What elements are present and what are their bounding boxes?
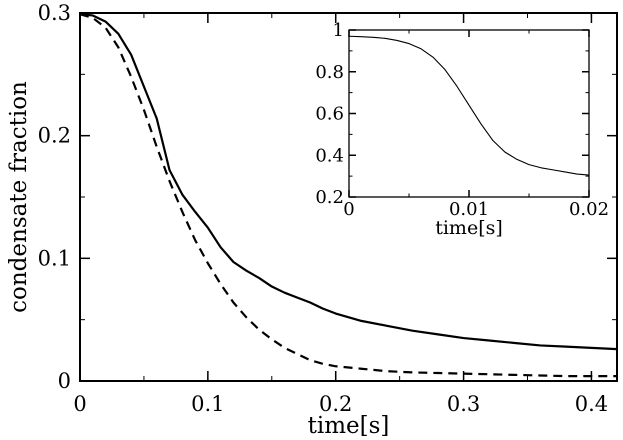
main-x-tick-label: 0.3 <box>447 392 480 416</box>
main-series-dashed-line-1 <box>79 13 617 378</box>
inset-x-axis-label: time[s] <box>435 217 503 239</box>
inset-y-tick-label: 0.6 <box>315 104 344 125</box>
main-series-solid-line-0 <box>79 13 618 351</box>
main-y-tick-label: 0.3 <box>38 1 71 25</box>
inset-plot: 0 0.01 0.02 0.2 0.4 0.6 0.8 1 time[s] <box>315 20 609 239</box>
main-x-tick-label: 0.4 <box>575 392 608 416</box>
inset-x-tick-label: 0 <box>343 199 354 220</box>
inset-series-solid-line-0 <box>348 35 590 176</box>
inset-y-tick-label: 0.2 <box>315 187 344 208</box>
inset-y-tick-label: 0.4 <box>315 145 344 166</box>
main-x-tick-label: 0 <box>73 392 86 416</box>
main-y-tick-label: 0.1 <box>38 246 71 270</box>
inset-y-tick-label: 0.8 <box>315 62 344 83</box>
main-x-tick-label: 0.1 <box>191 392 224 416</box>
inset-plot-frame <box>348 29 590 198</box>
inset-y-tick-label: 1 <box>333 20 344 41</box>
inset-x-tick-label: 0.02 <box>569 199 609 220</box>
main-x-tick-label: 0.2 <box>319 392 352 416</box>
main-x-axis-label: time[s] <box>308 413 390 439</box>
main-y-tick-label: 0.2 <box>38 124 71 148</box>
main-y-tick-label: 0 <box>58 369 71 393</box>
inset-x-tick-label: 0.01 <box>449 199 489 220</box>
main-y-axis-label: condensate fraction <box>6 81 32 313</box>
